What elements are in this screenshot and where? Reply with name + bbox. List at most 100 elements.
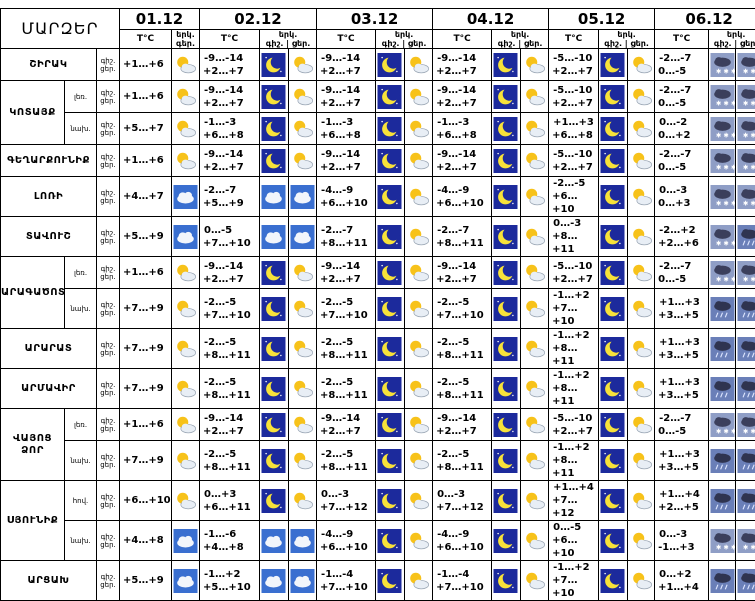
night-temp: -1…+2 [549, 441, 598, 454]
night-temp: -5…-10 [549, 148, 598, 161]
night-temp: -1…-3 [433, 116, 491, 129]
night-temp: 0…-2 [655, 116, 708, 129]
temp-range: -1…+2+8…+11 [549, 369, 599, 409]
night-cond [492, 257, 521, 289]
temp-day1: +4…+8 [120, 521, 172, 561]
day-cond [521, 289, 549, 329]
day-cond [405, 145, 433, 177]
temp-range: -1…+2+8…+11 [549, 329, 599, 369]
region-name: ԱՐԱՐԱՏ [1, 329, 97, 369]
night-cond [260, 289, 289, 329]
day-temp: +2…+7 [549, 425, 598, 438]
temp-range: -2…+2+2…+6 [655, 217, 709, 257]
period-labels: գիշ.ցեր. [97, 369, 120, 409]
day-temp: -1…+3 [655, 541, 708, 554]
night-temp: -2…-5 [317, 448, 375, 461]
day-temp: +8…+11 [317, 389, 375, 402]
day-temp: +7…+9 [120, 302, 171, 315]
moon-night-icon [493, 489, 518, 513]
day-temp: +6…+10 [120, 494, 171, 507]
temp-day1: +1…+6 [120, 257, 172, 289]
day-cond [628, 289, 655, 329]
day-cond [736, 217, 755, 257]
day-cond [405, 369, 433, 409]
sun-cloud-icon [290, 53, 315, 77]
night-cond [260, 177, 289, 217]
day-temp: +6…+8 [200, 129, 259, 142]
day-cond: ✱ ✱ ✱ [736, 409, 755, 441]
temp-range: -9…-14+2…+7 [433, 81, 492, 113]
night-temp: -2…-7 [655, 84, 708, 97]
moon-night-icon [377, 53, 402, 77]
sun-cloud-icon [173, 53, 198, 77]
sun-cloud-icon [290, 297, 315, 321]
day-cond [628, 145, 655, 177]
temp-day1: +1…+6 [120, 409, 172, 441]
sun-cloud-icon [290, 337, 315, 361]
night-temp: +1…+4 [549, 481, 598, 494]
day-temp: +7…+10 [549, 302, 598, 328]
date-header: 01.12 [120, 9, 200, 30]
svg-text:✱ ✱ ✱: ✱ ✱ ✱ [716, 163, 735, 171]
day-temp: +4…+7 [120, 190, 171, 203]
temp-range: -2…-5+8…+11 [433, 329, 492, 369]
day-cond [628, 409, 655, 441]
night-cond [599, 145, 628, 177]
moon-night-icon [261, 297, 286, 321]
night-cond [599, 257, 628, 289]
temp-range: -2…-5+8…+11 [317, 369, 376, 409]
day-temp: +2…+7 [433, 425, 491, 438]
night-cond [260, 481, 289, 521]
day-temp: 0…+3 [655, 197, 708, 210]
day-cond [736, 369, 755, 409]
day-cond [289, 329, 317, 369]
sun-cloud-icon [406, 529, 431, 553]
sun-cloud-icon [629, 261, 654, 285]
night-temp: -2…-5 [200, 336, 259, 349]
night-temp: 0…-3 [655, 528, 708, 541]
day-cond [628, 521, 655, 561]
region-part-label: հով. [65, 481, 97, 521]
temp-range: -2…-5+7…+10 [433, 289, 492, 329]
day-label: ցեր. [100, 389, 116, 397]
day-temp: +8…+11 [433, 389, 491, 402]
sun-cloud-icon [522, 489, 547, 513]
night-label: գիշ. [266, 39, 284, 48]
day-cond: ✱ ✱ ✱ [736, 81, 755, 113]
night-label: գիշ. [498, 39, 516, 48]
night-label: գիշ. [101, 265, 116, 273]
temp-range: -5…-10+2…+7 [549, 257, 599, 289]
day-cond [289, 561, 317, 601]
day-cond [289, 521, 317, 561]
night-label: գիշ. [101, 341, 116, 349]
sun-cloud-icon [290, 413, 315, 437]
day-temp: +8…+11 [549, 342, 598, 368]
day-cond [628, 49, 655, 81]
snow-cloud-icon: ✱ ✱ ✱ [737, 149, 755, 173]
night-cond [376, 81, 405, 113]
night-cond [492, 145, 521, 177]
moon-night-icon [493, 185, 518, 209]
sun-cloud-icon [406, 337, 431, 361]
day-cond [736, 441, 755, 481]
night-cond [376, 561, 405, 601]
temp-range: 0…-3+8…+11 [549, 217, 599, 257]
temp-range: -2…-5+8…+11 [200, 369, 260, 409]
cond-day1 [172, 81, 200, 113]
moon-night-icon [377, 85, 402, 109]
day-cond [289, 145, 317, 177]
region-name: ԼՈՌԻ [1, 177, 97, 217]
day-temp: +8…+11 [549, 230, 598, 256]
day-cond [628, 329, 655, 369]
svg-text:✱ ✱ ✱: ✱ ✱ ✱ [743, 67, 755, 75]
night-temp: -2…-5 [433, 336, 491, 349]
day-temp: +3…+5 [655, 461, 708, 474]
cloud-icon [290, 569, 315, 593]
period-labels: գիշ.ցեր. [97, 289, 120, 329]
day-cond [405, 257, 433, 289]
